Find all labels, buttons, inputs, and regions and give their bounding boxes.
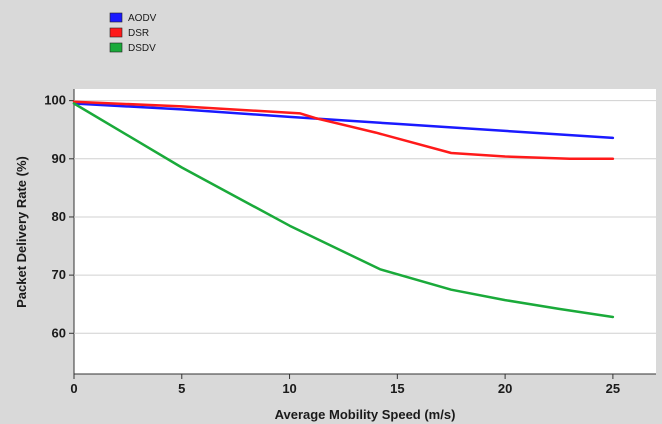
grid-lines [74,100,656,334]
x-tick-label: 0 [70,381,77,396]
x-tick-label: 20 [498,381,512,396]
y-tick-label: 100 [44,93,66,108]
legend-swatch-dsdv [109,42,123,53]
series-line-dsdv [72,102,615,319]
y-axis-title: Packet Delivery Rate (%) [14,156,29,308]
x-tick-label: 25 [606,381,620,396]
legend-swatch-dsr [109,27,123,38]
legend-label-aodv: AODV [128,13,157,24]
x-tick-label: 5 [178,381,185,396]
plot-area [74,89,656,374]
x-tick-label: 10 [282,381,296,396]
series-lines [72,100,615,319]
series-line-dsr [72,100,615,161]
legend-label-dsdv: DSDV [128,43,156,54]
axis-ticks: 60 70 80 90 100 0 5 10 15 20 25 [44,93,620,396]
x-tick-label: 15 [390,381,404,396]
legend: AODV DSR DSDV [109,12,157,54]
y-tick-label: 80 [52,209,66,224]
y-tick-label: 60 [52,325,66,340]
legend-label-dsr: DSR [128,28,149,39]
x-axis-title: Average Mobility Speed (m/s) [275,407,456,422]
series-line-aodv [72,102,615,140]
y-tick-label: 70 [52,267,66,282]
y-tick-label: 90 [52,151,66,166]
legend-swatch-aodv [109,12,123,23]
